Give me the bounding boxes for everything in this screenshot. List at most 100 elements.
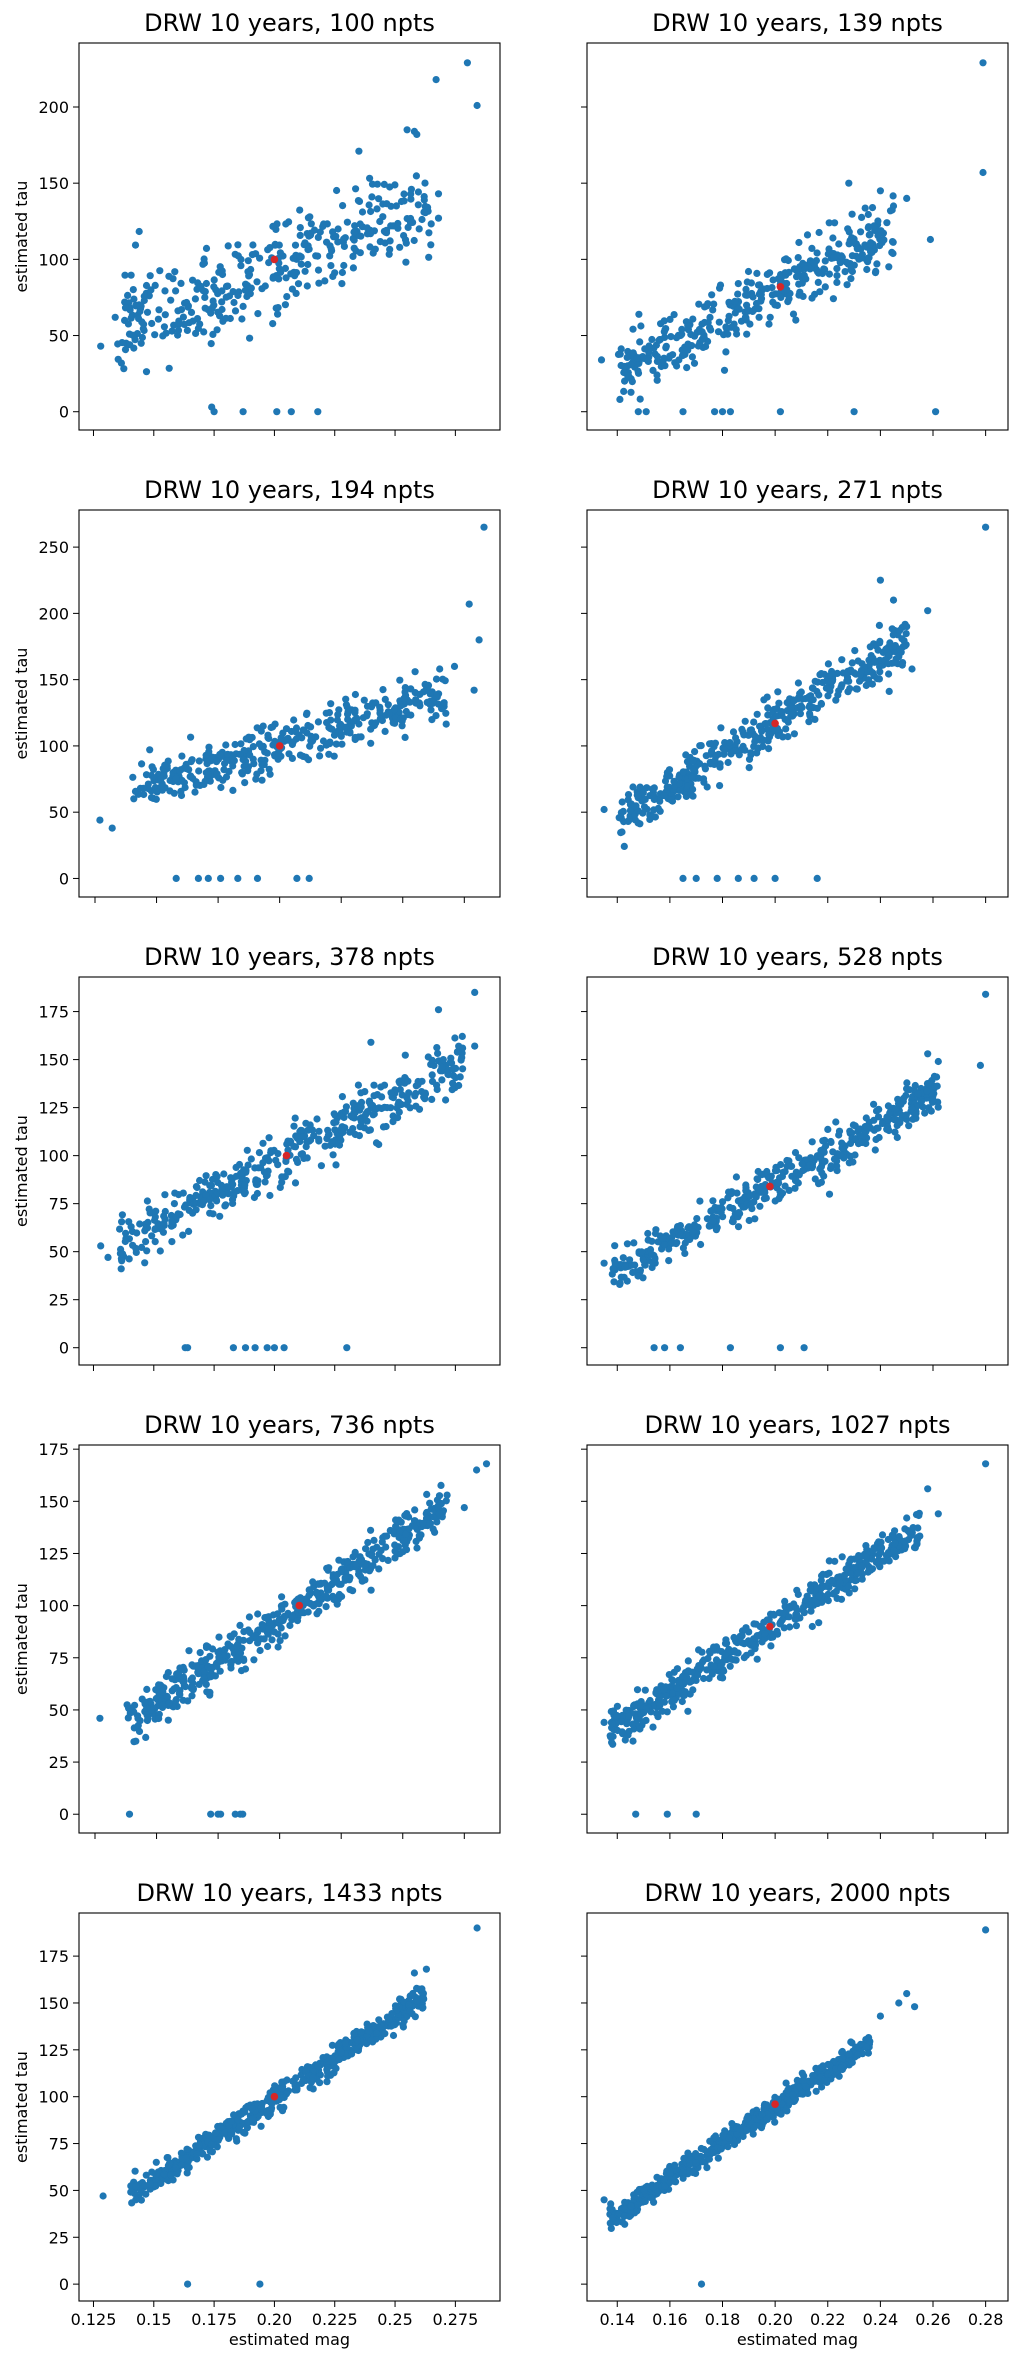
data-point xyxy=(772,290,780,298)
data-point xyxy=(182,2154,190,2162)
data-point xyxy=(126,341,134,349)
data-point xyxy=(638,1248,646,1256)
data-point xyxy=(660,792,668,800)
data-point xyxy=(172,2164,180,2172)
data-point xyxy=(831,1557,839,1565)
axes-frame xyxy=(586,1444,1009,1834)
data-point xyxy=(813,249,821,257)
data-point xyxy=(111,313,119,321)
data-point xyxy=(281,301,289,309)
data-point xyxy=(202,1656,210,1664)
data-point xyxy=(350,2029,358,2037)
data-point xyxy=(172,1213,180,1221)
data-point xyxy=(751,1641,760,1649)
data-point xyxy=(343,218,351,226)
data-point xyxy=(885,263,893,271)
data-point xyxy=(715,318,723,326)
data-point xyxy=(686,2160,694,2168)
data-point xyxy=(719,1674,727,1682)
y-tick-label: 75 xyxy=(49,2135,69,2154)
axes-frame xyxy=(78,976,501,1366)
data-point xyxy=(744,267,753,276)
data-point xyxy=(858,213,866,221)
data-point xyxy=(681,1249,689,1257)
data-point xyxy=(725,312,733,320)
data-point xyxy=(414,188,422,196)
data-point xyxy=(716,763,724,771)
data-point xyxy=(844,225,852,233)
data-point xyxy=(316,1595,324,1603)
data-point xyxy=(802,2083,810,2091)
data-point xyxy=(254,310,262,318)
data-point xyxy=(673,334,681,342)
data-point xyxy=(369,1545,377,1553)
data-point xyxy=(753,1655,761,1663)
data-point xyxy=(351,690,359,699)
data-point xyxy=(896,645,904,653)
data-point xyxy=(125,1255,133,1263)
data-point xyxy=(297,1150,305,1158)
data-point xyxy=(196,1176,204,1185)
data-point xyxy=(403,126,411,134)
data-point xyxy=(797,702,805,710)
data-point xyxy=(290,1122,298,1130)
data-point xyxy=(600,1718,608,1726)
data-point xyxy=(229,1344,237,1352)
data-point xyxy=(215,1633,223,1641)
data-point xyxy=(218,298,226,306)
data-point xyxy=(341,1574,349,1582)
data-point xyxy=(216,1667,224,1675)
data-point xyxy=(434,1504,443,1512)
data-point xyxy=(608,1270,616,1278)
data-point xyxy=(640,1709,648,1717)
y-tick-label: 50 xyxy=(49,1701,69,1720)
data-point xyxy=(372,699,380,707)
data-point xyxy=(808,1622,816,1631)
axes-frame xyxy=(586,976,1009,1366)
data-point xyxy=(782,725,790,733)
data-point xyxy=(179,313,187,321)
data-point xyxy=(934,1057,942,1066)
data-point xyxy=(405,1089,413,1097)
data-point xyxy=(184,2280,192,2288)
data-point xyxy=(314,233,322,241)
data-point xyxy=(156,1247,164,1255)
data-point xyxy=(878,1531,887,1539)
data-point xyxy=(314,718,322,726)
data-point xyxy=(696,1197,704,1205)
data-point xyxy=(647,2194,655,2202)
data-point xyxy=(871,1146,879,1154)
data-point xyxy=(833,265,841,273)
data-point xyxy=(884,660,892,668)
data-point xyxy=(795,1171,803,1179)
data-point xyxy=(338,280,346,288)
data-point xyxy=(381,2030,389,2038)
data-point xyxy=(880,236,888,244)
data-point xyxy=(838,1553,846,1561)
data-point xyxy=(639,1256,648,1264)
data-point xyxy=(302,1599,310,1607)
data-point xyxy=(837,1595,846,1603)
data-point xyxy=(704,300,712,308)
data-point xyxy=(371,245,379,253)
data-point xyxy=(420,193,428,201)
y-tick-label: 0 xyxy=(59,1805,69,1824)
data-point xyxy=(263,1613,271,1621)
data-point xyxy=(727,1655,735,1663)
data-point xyxy=(244,767,252,775)
data-point xyxy=(807,1607,815,1615)
data-point xyxy=(623,353,631,361)
data-point xyxy=(328,1138,336,1146)
data-point xyxy=(247,1155,255,1163)
data-point xyxy=(230,298,238,307)
data-point xyxy=(399,714,407,722)
data-point xyxy=(731,297,739,305)
data-point xyxy=(924,1050,932,1058)
data-point xyxy=(189,1684,197,1693)
data-point xyxy=(200,1197,208,1205)
data-point xyxy=(231,307,240,315)
data-point xyxy=(356,1123,364,1131)
data-point xyxy=(833,272,841,280)
data-point xyxy=(650,795,658,804)
